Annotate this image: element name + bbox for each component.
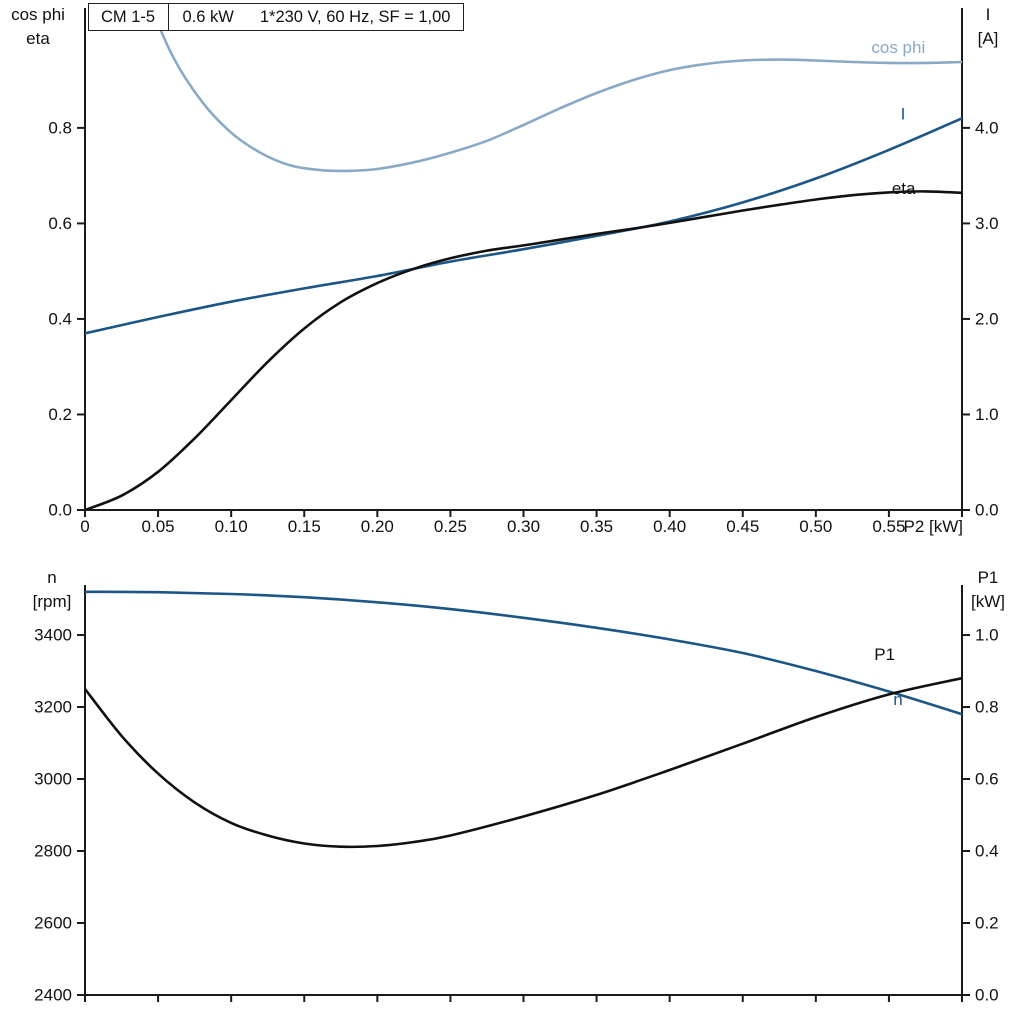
left-tick-label: 0.6: [48, 214, 72, 233]
left-tick-label: 2800: [34, 842, 72, 861]
right-tick-label: 0.6: [975, 770, 999, 789]
curve-cos-phi: [149, 8, 962, 173]
right-tick-label: 2.0: [975, 309, 999, 328]
chart-title-box: CM 1-5 0.6 kW 1*230 V, 60 Hz, SF = 1,00: [88, 3, 464, 31]
curve-p1: [85, 676, 962, 849]
left-axis-title-line: eta: [26, 29, 50, 48]
pump-model-label: CM 1-5: [101, 8, 156, 26]
right-tick-label: 0.4: [975, 842, 999, 861]
curve-n: [85, 590, 962, 716]
right-axis-title-line: P1: [978, 568, 999, 587]
right-tick-label: 4.0: [975, 118, 999, 137]
right-tick-label: 1.0: [975, 626, 999, 645]
right-tick-label: 1.0: [975, 405, 999, 424]
left-tick-label: 0.2: [48, 405, 72, 424]
x-tick-label: 0.50: [799, 517, 832, 536]
x-tick-label: 0.05: [142, 517, 175, 536]
x-tick-label: 0: [80, 517, 89, 536]
supply-conditions-label: 1*230 V, 60 Hz, SF = 1,00: [259, 8, 451, 26]
x-tick-label: 0.15: [288, 517, 321, 536]
curve-label-p1: P1: [874, 645, 895, 664]
series-group: [85, 590, 962, 849]
left-tick-label: 3200: [34, 698, 72, 717]
curve-label-n: n: [893, 690, 902, 709]
x-tick-label: 0.40: [653, 517, 686, 536]
left-tick-label: 0.8: [48, 118, 72, 137]
title-box-divider: [168, 4, 170, 30]
motor-power-label: 0.6 kW: [182, 8, 234, 26]
right-tick-label: 3.0: [975, 214, 999, 233]
curve-label-cos-phi: cos phi: [871, 38, 925, 57]
left-tick-label: 2400: [34, 986, 72, 1005]
series-group: [85, 8, 962, 510]
x-tick-label: 0.30: [507, 517, 540, 536]
right-axis-title-line: [kW]: [971, 592, 1005, 611]
curve-label-i: I: [901, 104, 906, 123]
x-tick-label: 0.25: [434, 517, 467, 536]
left-axis-title-line: n: [47, 568, 56, 587]
curve-eta: [85, 190, 962, 510]
right-tick-label: 0.2: [975, 914, 999, 933]
x-axis-unit-label: P2 [kW]: [903, 517, 963, 536]
left-tick-label: 0.4: [48, 309, 72, 328]
left-tick-label: 3000: [34, 770, 72, 789]
right-tick-label: 0.0: [975, 986, 999, 1005]
right-axis-title-line: [A]: [978, 29, 999, 48]
x-tick-label: 0.35: [580, 517, 613, 536]
curve-label-eta: eta: [892, 179, 916, 198]
left-axis-title-line: [rpm]: [33, 592, 72, 611]
right-axis-title-line: I: [986, 5, 991, 24]
left-tick-label: 2600: [34, 914, 72, 933]
left-tick-label: 3400: [34, 626, 72, 645]
right-tick-label: 0.8: [975, 698, 999, 717]
right-tick-label: 0.0: [975, 501, 999, 520]
plot-electrical: 0.0 0.2 0.4 0.6 0.8 0.0 1.0 2.0 3.0 4.0 0 0.05 0.10 0…: [11, 5, 999, 536]
left-tick-label: 0.0: [48, 501, 72, 520]
x-tick-label: 0.10: [215, 517, 248, 536]
x-tick-label: 0.55: [872, 517, 905, 536]
x-tick-label: 0.20: [361, 517, 394, 536]
left-axis-title-line: cos phi: [11, 5, 65, 24]
x-tick-label: 0.45: [726, 517, 759, 536]
plot-mechanical: 2400 2600 2800 3000 3200 3400 0.0 0.2 0.4 0.6 0.8 1…: [33, 568, 1005, 1005]
curve-i: [85, 117, 962, 335]
